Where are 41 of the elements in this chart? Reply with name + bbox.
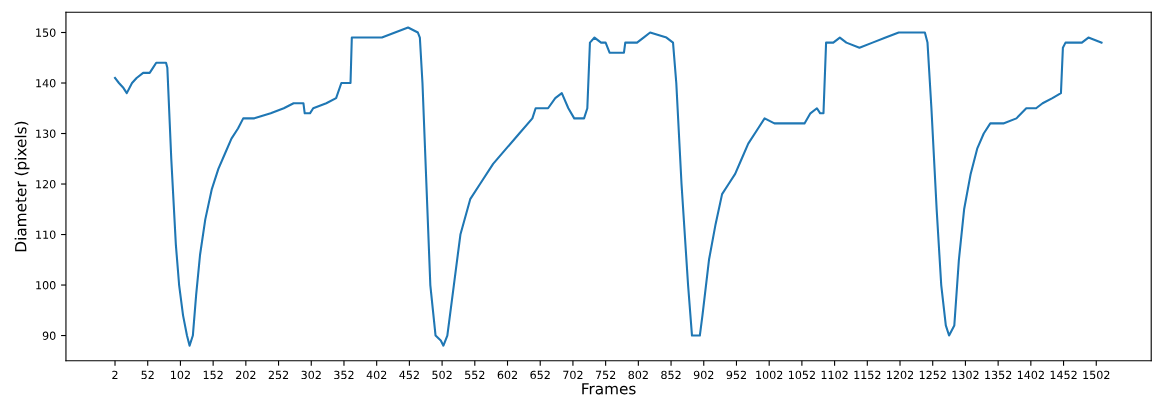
x-tick-label: 1452 (1050, 370, 1077, 380)
x-tick-label: 1202 (887, 370, 914, 380)
x-tick-label: 1252 (919, 370, 946, 380)
x-tick-label: 852 (661, 370, 681, 380)
x-tick-label: 1402 (1017, 370, 1044, 380)
x-tick-label: 252 (268, 370, 289, 380)
x-tick-label: 702 (563, 370, 583, 380)
x-tick-label: 1102 (821, 370, 848, 380)
y-axis-title: Diameter (pixels) (14, 121, 30, 252)
x-tick-label: 752 (595, 370, 616, 380)
x-tick-label: 452 (399, 370, 419, 380)
y-tick-label: 90 (42, 331, 56, 340)
y-tick-label: 110 (36, 230, 56, 239)
x-tick-label: 302 (301, 370, 321, 380)
x-tick-label: 1052 (788, 370, 815, 380)
x-tick-label: 102 (171, 370, 190, 380)
x-tick-label: 1152 (854, 370, 881, 380)
x-tick-label: 552 (465, 370, 485, 380)
x-tick-label: 152 (203, 370, 223, 380)
y-tick-label: 140 (36, 78, 56, 88)
x-tick-label: 902 (693, 370, 714, 380)
x-tick-label: 402 (366, 370, 387, 380)
y-tick-label: 130 (36, 129, 56, 138)
x-axis-title: Frames (582, 383, 636, 395)
x-tick-label: 1352 (985, 370, 1012, 380)
x-tick-label: 52 (141, 370, 154, 380)
line-series (113, 26, 1103, 347)
x-tick-label: 1502 (1083, 370, 1110, 380)
x-tick-label: 1302 (952, 370, 979, 380)
x-tick-label: 502 (432, 370, 452, 380)
y-tick-label: 120 (36, 180, 56, 189)
x-tick-label: 2 (112, 370, 118, 379)
x-tick-label: 652 (530, 370, 550, 380)
x-tick-label: 952 (726, 370, 746, 380)
x-tick-label: 802 (628, 370, 648, 380)
y-tick-label: 100 (36, 281, 56, 290)
x-tick-label: 352 (334, 370, 354, 380)
y-tick-label: 150 (36, 28, 56, 37)
x-tick-label: 202 (236, 370, 256, 380)
x-tick-label: 1002 (756, 370, 783, 380)
x-tick-label: 602 (497, 370, 517, 380)
